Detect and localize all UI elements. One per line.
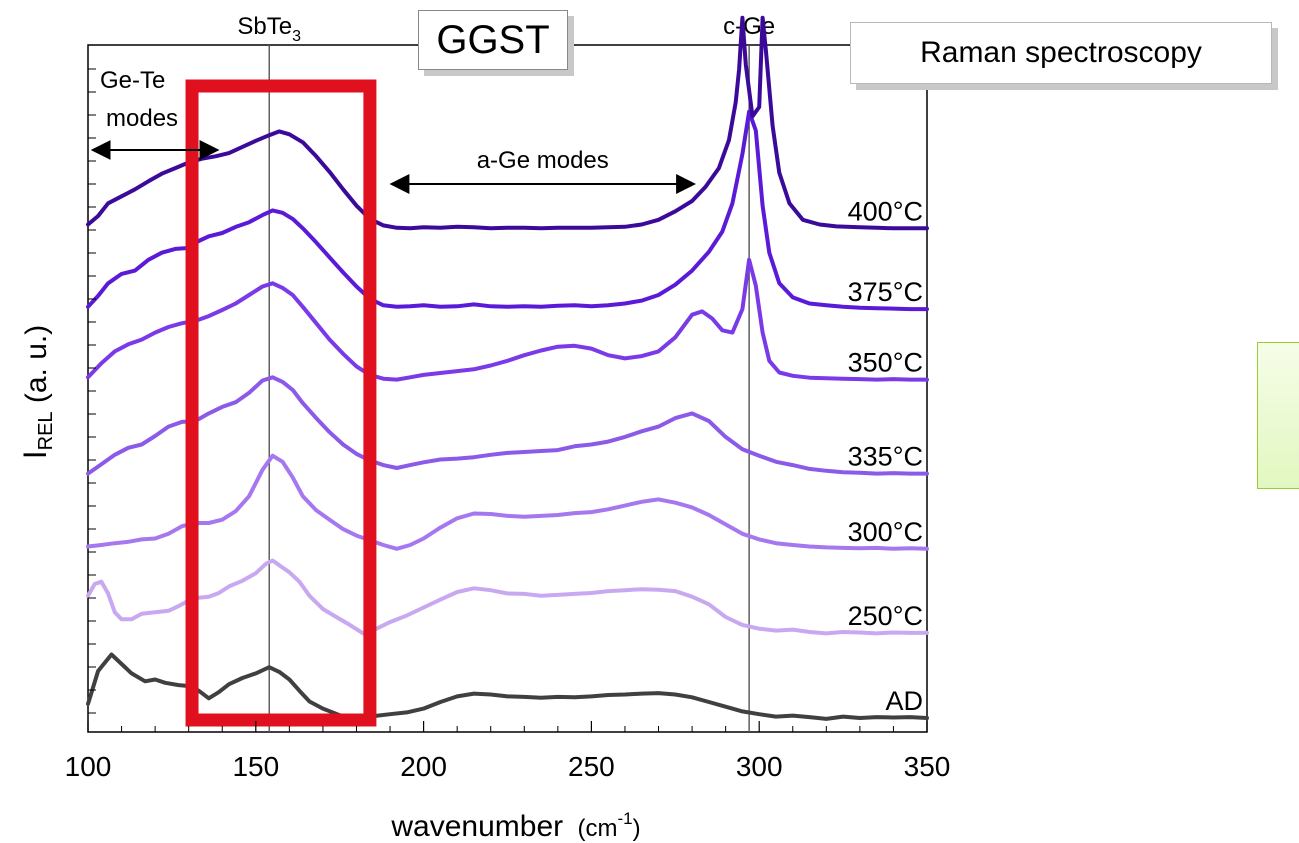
y-axis-title: IREL (a. u.) [17,325,57,460]
technique-label-box: Raman spectroscopy [850,22,1272,84]
highlight-box [185,79,377,727]
ge-te-modes-label-line1: Ge-Te [100,67,165,94]
series-line-375C [86,109,929,312]
annotations: Ge-Te modes a-Ge modes [90,67,697,194]
series-label-250C: 250°C [848,601,923,631]
series-line-250C [86,558,929,636]
series-line-335C [86,375,929,476]
series-line-AD [86,652,929,721]
x-tick-label-150: 150 [232,751,279,782]
axis-titles: wavenumber (cm-1) IREL (a. u.) [17,325,641,843]
series-label-400C: 400°C [848,196,923,226]
highlight-rectangle [185,79,377,727]
reference-line-label-1: c-Ge [723,13,775,40]
ge-te-modes-label-line2: modes [106,105,178,132]
sample-title-box: GGST [418,10,568,70]
x-axis-title: wavenumber (cm-1) [390,809,640,843]
x-tick-label-350: 350 [904,751,951,782]
x-tick-label-100: 100 [65,751,112,782]
series-line-350C [86,257,929,382]
x-tick-label-300: 300 [736,751,783,782]
a-ge-modes-label: a-Ge modes [477,147,609,174]
series-group: AD 250°C 300°C 335°C 350°C 375°C 400°C [86,15,929,721]
reference-lines: SbTe3 c-Ge [237,13,775,732]
reference-line-label-0: SbTe3 [237,13,301,45]
series-label-AD: AD [885,686,923,716]
series-line-300C [86,453,929,551]
x-tick-label-250: 250 [568,751,615,782]
x-tick-label-200: 200 [400,751,447,782]
series-label-375C: 375°C [848,277,923,307]
series-label-335C: 335°C [848,442,923,472]
green-panel [1257,342,1299,489]
series-label-350C: 350°C [848,348,923,378]
series-line-400C [86,15,929,231]
axis-ticks: 100 150 200 250 300 350 [65,68,951,782]
series-label-300C: 300°C [848,517,923,547]
